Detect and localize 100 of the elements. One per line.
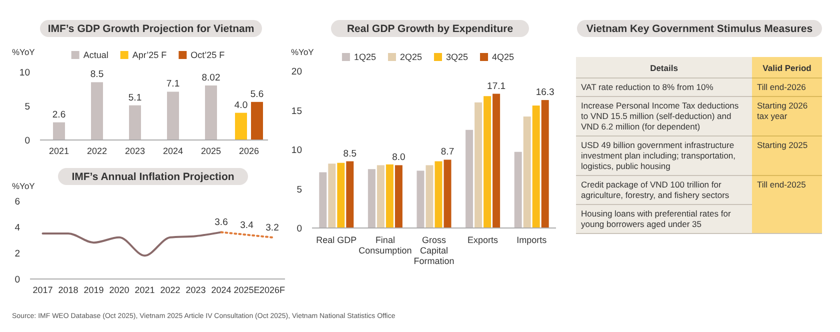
y-axis-title: %YoY <box>291 47 314 57</box>
y-tick-label: 4 <box>14 222 20 234</box>
chart-title: IMF’s GDP Growth Projection for Vietnam <box>48 23 254 35</box>
bar <box>386 164 394 228</box>
text: Starting 2025 <box>757 140 808 150</box>
data-label: 8.02 <box>202 72 220 84</box>
x-tick-label: 2023 <box>186 285 206 295</box>
x-tick-label: 2025 <box>200 146 222 156</box>
line-series <box>42 231 222 257</box>
x-tick-label: 2022 <box>160 285 180 295</box>
x-tick-label: 2019 <box>84 285 104 295</box>
text: Vietnam Key Government Stimulus Measures <box>586 23 813 35</box>
y-axis-title: %YoY <box>12 47 36 57</box>
bar <box>474 102 482 228</box>
data-label: 2.6 <box>52 109 66 120</box>
x-tick-label: 2024 <box>162 146 184 156</box>
x-tick-label: 2018 <box>58 285 78 295</box>
x-tick-label: 2026F <box>259 285 286 295</box>
x-tick-label: 2020 <box>109 285 130 295</box>
y-tick-label: 5 <box>296 184 302 196</box>
x-tick-label: 2023 <box>124 146 146 156</box>
y-axis-title: %YoY <box>12 181 36 191</box>
text: Increase Personal Income Tax deductions to VND 15.5 million (self-deduction) and VND 6.2 million (for dependent) <box>581 100 739 132</box>
data-label: 3.4 <box>240 220 254 231</box>
bar <box>514 152 522 228</box>
bar <box>167 92 179 140</box>
bar <box>523 116 531 228</box>
legend-label: Apr’25 F <box>132 50 168 60</box>
legend-label: 4Q25 <box>492 52 514 62</box>
x-tick-label: 2024 <box>211 285 232 295</box>
y-tick-label: 0 <box>14 274 20 286</box>
text: Till end-2025 <box>757 180 806 190</box>
bar <box>541 100 549 228</box>
x-tick-label: 2026 <box>238 146 260 156</box>
data-label: 8.5 <box>90 69 104 80</box>
bar <box>205 85 217 140</box>
x-tick-label: Real GDP <box>316 235 357 245</box>
bar <box>328 164 336 228</box>
bar <box>426 165 434 228</box>
text: Credit package of VND 100 trillion for agriculture, forestry, and fishery sectors <box>581 180 730 200</box>
x-tick-label: Exports <box>468 235 499 245</box>
chart-title: Real GDP Growth by Expenditure <box>346 23 514 35</box>
text: Till end-2026 <box>757 82 806 92</box>
bar <box>444 160 452 228</box>
y-tick-label: 6 <box>14 196 20 208</box>
bar <box>251 102 263 140</box>
legend-label: 2Q25 <box>400 52 422 62</box>
text: Housing loans with preferential rates for young borrowers aged under 35 <box>581 208 731 229</box>
x-tick-label: 2021 <box>134 285 155 295</box>
bar <box>434 161 442 228</box>
text: Valid Period <box>762 63 812 73</box>
legend-label: Actual <box>83 50 108 60</box>
bar <box>466 130 474 228</box>
y-tick-label: 0 <box>24 136 30 146</box>
x-tick-label: Gross Capital Formation <box>414 235 454 266</box>
bar <box>394 165 402 228</box>
bar <box>129 105 141 140</box>
x-tick-label: 2025E <box>234 285 260 295</box>
x-tick-label: 2022 <box>86 146 108 156</box>
y-tick-label: 5 <box>24 102 30 112</box>
data-label: 17.1 <box>487 80 506 92</box>
y-tick-label: 15 <box>291 106 302 117</box>
chart-title: IMF’s Annual Inflation Projection <box>72 171 234 183</box>
bar <box>376 165 384 228</box>
y-tick-label: 10 <box>291 145 302 156</box>
data-label: 4.0 <box>234 100 248 111</box>
data-label: 8.7 <box>440 146 454 158</box>
x-tick-label: Final Consumption <box>358 235 412 256</box>
bar <box>53 122 65 140</box>
y-tick-label: 20 <box>291 66 302 78</box>
text: Details <box>650 63 678 73</box>
y-tick-label: 0 <box>296 224 302 234</box>
bar <box>416 170 424 228</box>
text: VAT rate reduction to 8% from 10% <box>581 82 714 92</box>
data-label: 8.5 <box>343 148 357 160</box>
text: Starting 2026 tax year <box>757 100 808 121</box>
legend-label: 3Q25 <box>446 52 468 62</box>
bar <box>368 169 376 228</box>
x-tick-label: Imports <box>516 235 548 245</box>
x-tick-label: 2021 <box>48 146 70 156</box>
data-label: 3.2 <box>266 222 279 234</box>
text: USD 49 billion government infrastructure investment plan including; transportation, logistics, public housing <box>581 140 736 171</box>
bar <box>319 172 327 228</box>
data-label: 5.1 <box>128 92 142 104</box>
y-tick-label: 2 <box>14 248 20 260</box>
bar <box>235 112 247 140</box>
bar <box>337 162 345 228</box>
x-tick-label: 2017 <box>32 285 53 295</box>
data-label: 16.3 <box>536 87 554 98</box>
y-tick-label: 10 <box>19 68 30 78</box>
bar <box>484 96 492 228</box>
bar <box>91 82 103 140</box>
bar <box>346 161 354 228</box>
legend-label: 1Q25 <box>354 52 376 62</box>
data-label: 3.6 <box>214 217 228 228</box>
legend-label: Oct’25 F <box>190 50 226 60</box>
bar <box>532 106 540 228</box>
data-label: 5.6 <box>250 88 264 100</box>
bar <box>492 94 500 228</box>
data-label: 7.1 <box>166 78 180 90</box>
